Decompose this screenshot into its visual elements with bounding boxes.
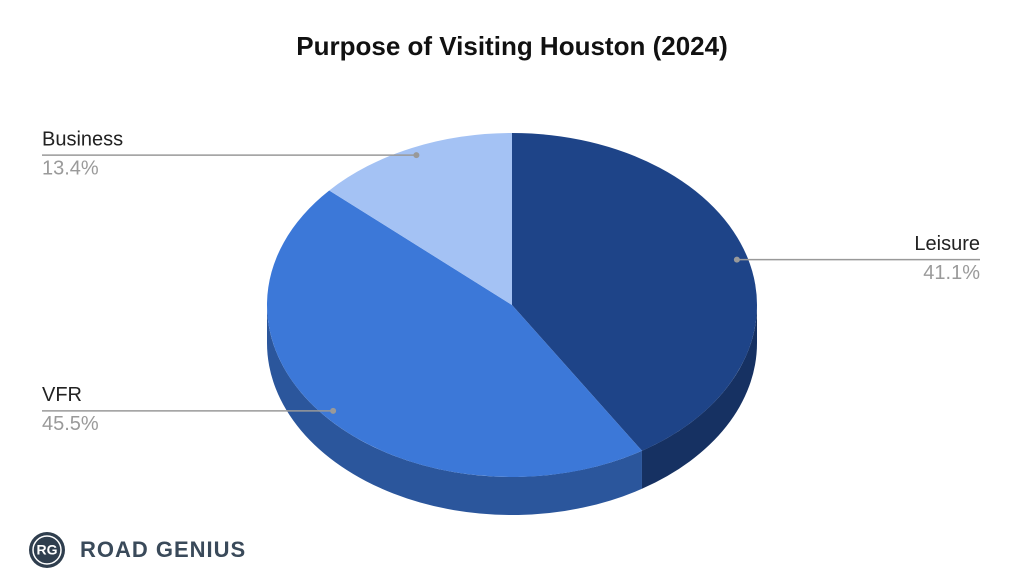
slice	[512, 133, 757, 451]
labels: Leisure 41.1% VFR 45.5% Business 13.4%	[42, 128, 980, 435]
leader-dot	[413, 152, 420, 159]
pie	[266, 133, 757, 515]
slice-side	[267, 305, 642, 515]
leader-dot	[330, 407, 337, 414]
slice	[266, 190, 642, 478]
logo-badge	[29, 532, 65, 568]
logo: RG ROAD GENIUS	[29, 532, 246, 568]
slice-label: Business	[42, 128, 123, 150]
logo-initials: RG	[37, 542, 58, 558]
logo-name: ROAD GENIUS	[80, 537, 246, 562]
logo-ring	[32, 535, 62, 565]
slice-label: VFR	[42, 384, 82, 406]
value-label: 41.1%	[923, 262, 980, 284]
slice	[329, 133, 512, 305]
chart-title: Purpose of Visiting Houston (2024)	[296, 31, 727, 61]
value-label: 13.4%	[42, 157, 99, 179]
value-label: 45.5%	[42, 413, 99, 435]
slice-label: Leisure	[914, 233, 980, 255]
slice-side	[641, 305, 757, 489]
leader-dot	[733, 256, 740, 263]
